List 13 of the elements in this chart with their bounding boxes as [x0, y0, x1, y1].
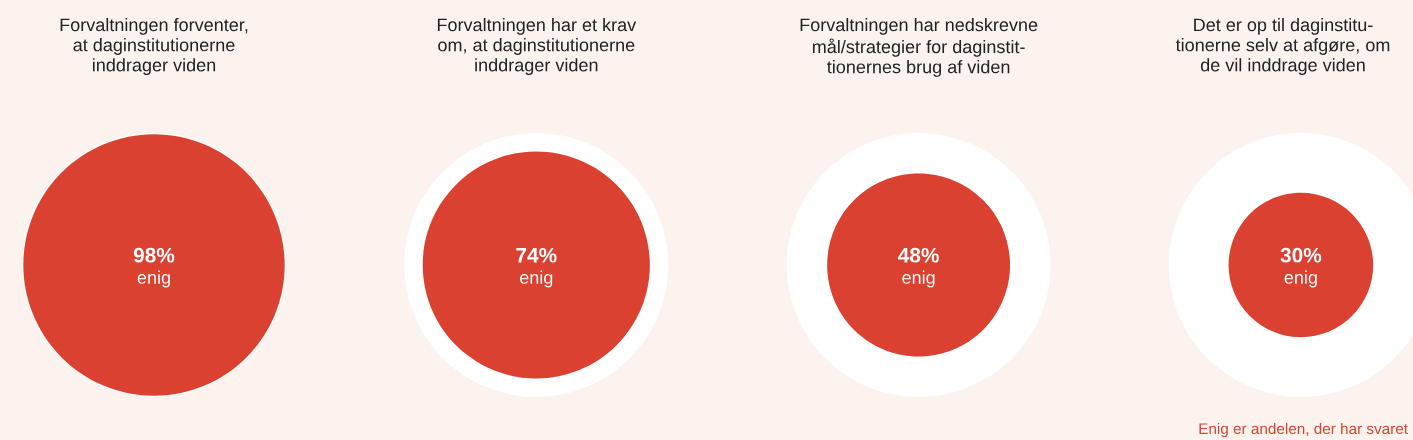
data-label: 98%	[133, 247, 175, 263]
category-label: Forvaltningen har et krav om, at daginstitutionerne inddrager viden	[437, 18, 637, 76]
category-label: Forvaltningen forventer, at daginstitutionerne inddrager viden	[60, 18, 248, 76]
category-label: Det er op til daginstitu- tionerne selv at afgøre, om de vil inddrage viden	[1175, 18, 1390, 76]
category-label: Forvaltningen har nedskrevne mål/strategier for daginstit- tionernes brug af viden	[800, 18, 1038, 77]
text: enig	[137, 270, 170, 288]
text: enig	[902, 270, 935, 288]
data-label: 48%	[898, 247, 939, 263]
data-label: 30%	[1280, 247, 1322, 263]
text: enig	[520, 270, 553, 288]
text: Enig er andelen, der har svaret	[1199, 422, 1408, 438]
text: enig	[1284, 270, 1317, 288]
data-label: 74%	[516, 247, 557, 263]
